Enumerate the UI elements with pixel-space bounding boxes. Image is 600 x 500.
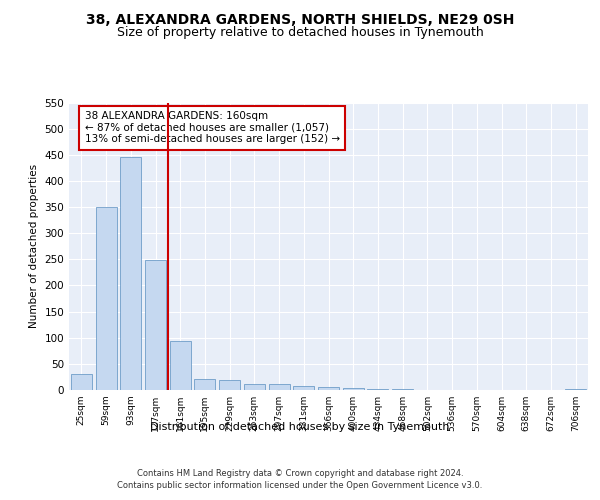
Bar	[343, 388, 364, 390]
Text: 38 ALEXANDRA GARDENS: 160sqm
← 87% of detached houses are smaller (1,057)
13% of: 38 ALEXANDRA GARDENS: 160sqm ← 87% of de…	[85, 111, 340, 144]
Bar	[170, 342, 191, 390]
Bar	[269, 384, 290, 390]
Bar	[244, 384, 265, 390]
Y-axis label: Number of detached properties: Number of detached properties	[29, 164, 39, 328]
Text: Distribution of detached houses by size in Tynemouth: Distribution of detached houses by size …	[150, 422, 450, 432]
Bar	[367, 389, 388, 390]
Bar	[565, 389, 586, 390]
Text: Size of property relative to detached houses in Tynemouth: Size of property relative to detached ho…	[116, 26, 484, 39]
Bar	[120, 158, 141, 390]
Bar	[293, 386, 314, 390]
Bar	[219, 380, 240, 390]
Text: Contains HM Land Registry data © Crown copyright and database right 2024.
Contai: Contains HM Land Registry data © Crown c…	[118, 468, 482, 490]
Bar	[95, 207, 116, 390]
Bar	[71, 374, 92, 390]
Bar	[318, 388, 339, 390]
Text: 38, ALEXANDRA GARDENS, NORTH SHIELDS, NE29 0SH: 38, ALEXANDRA GARDENS, NORTH SHIELDS, NE…	[86, 12, 514, 26]
Bar	[145, 260, 166, 390]
Bar	[194, 378, 215, 390]
